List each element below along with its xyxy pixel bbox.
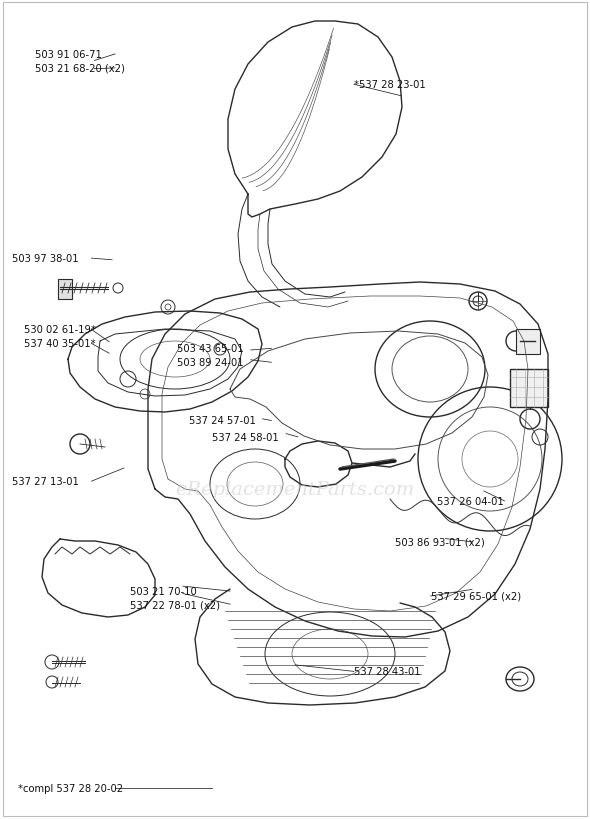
Polygon shape bbox=[516, 329, 540, 355]
Text: 537 40 35-01*: 537 40 35-01* bbox=[24, 339, 95, 349]
Text: 537 24 57-01: 537 24 57-01 bbox=[189, 416, 255, 426]
Text: 503 86 93-01 (x2): 503 86 93-01 (x2) bbox=[395, 537, 485, 547]
Text: 537 26 04-01: 537 26 04-01 bbox=[437, 496, 503, 506]
Polygon shape bbox=[510, 369, 548, 408]
Text: 503 97 38-01: 503 97 38-01 bbox=[12, 254, 78, 264]
Text: 537 27 13-01: 537 27 13-01 bbox=[12, 477, 78, 486]
Text: *537 28 23-01: *537 28 23-01 bbox=[354, 80, 426, 90]
Polygon shape bbox=[58, 279, 72, 300]
Text: *compl 537 28 20-02: *compl 537 28 20-02 bbox=[18, 783, 123, 793]
Text: 503 89 24-01: 503 89 24-01 bbox=[177, 358, 244, 368]
Text: 503 43 65-01: 503 43 65-01 bbox=[177, 344, 244, 354]
Text: 537 28 43-01: 537 28 43-01 bbox=[354, 667, 421, 676]
Text: 503 21 68-20 (x2): 503 21 68-20 (x2) bbox=[35, 64, 125, 74]
Text: 503 91 06-71: 503 91 06-71 bbox=[35, 50, 102, 60]
Text: 537 22 78-01 (x2): 537 22 78-01 (x2) bbox=[130, 600, 220, 609]
Text: 503 21 70-10: 503 21 70-10 bbox=[130, 586, 196, 596]
Text: 537 29 65-01 (x2): 537 29 65-01 (x2) bbox=[431, 591, 521, 601]
Text: eReplacementParts.com: eReplacementParts.com bbox=[175, 481, 415, 499]
Text: 530 02 61-19*: 530 02 61-19* bbox=[24, 325, 96, 335]
Text: 537 24 58-01: 537 24 58-01 bbox=[212, 432, 279, 442]
